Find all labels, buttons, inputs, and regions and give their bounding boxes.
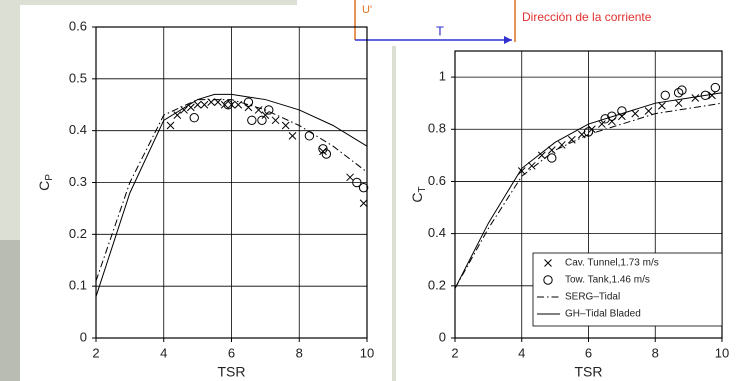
left-panel — [20, 5, 392, 381]
y-tick-label: 0.2 — [428, 277, 446, 292]
y-tick-label: 0.5 — [69, 70, 87, 85]
flow-label: Dirección de la corriente — [522, 10, 652, 24]
legend-label: GH–Tidal Bladed — [565, 309, 641, 320]
y-axis-label-main: C — [409, 192, 425, 202]
y-tick-label: 0.6 — [69, 18, 87, 33]
x-axis-label: TSR — [575, 364, 603, 380]
right-panel — [396, 45, 748, 381]
x-tick-label: 4 — [160, 345, 167, 360]
y-axis-label-main: C — [36, 181, 52, 191]
y-tick-label: 0.2 — [69, 226, 87, 241]
thrust-label: T — [436, 23, 444, 38]
x-tick-label: 10 — [360, 345, 374, 360]
legend-label: Cav. Tunnel,1.73 m/s — [565, 258, 659, 269]
x-tick-label: 2 — [451, 345, 458, 360]
y-tick-label: 0 — [80, 329, 87, 344]
x-tick-label: 8 — [652, 345, 659, 360]
x-tick-label: 2 — [92, 345, 99, 360]
y-tick-label: 0.1 — [69, 278, 87, 293]
x-tick-label: 4 — [518, 345, 525, 360]
y-tick-label: 0.4 — [428, 225, 446, 240]
y-tick-label: 1 — [439, 69, 446, 84]
y-tick-label: 0.8 — [428, 121, 446, 136]
legend-label: Tow. Tank,1.46 m/s — [565, 275, 650, 286]
y-tick-label: 0.3 — [69, 174, 87, 189]
x-tick-label: 6 — [585, 345, 592, 360]
y-tick-label: 0.4 — [69, 122, 87, 137]
x-tick-label: 6 — [228, 345, 235, 360]
page: U' T Dirección de la corriente 0 0.1 0.2 0.… — [0, 0, 748, 381]
velocity-label: U' — [362, 4, 372, 16]
x-tick-label: 10 — [715, 345, 729, 360]
y-tick-label: 0 — [439, 329, 446, 344]
y-axis-label-sub: P — [44, 174, 55, 181]
x-tick-label: 8 — [296, 345, 303, 360]
y-tick-label: 0.6 — [428, 173, 446, 188]
x-axis-label: TSR — [218, 364, 246, 380]
background-patch — [0, 240, 20, 381]
y-axis-label-sub: T — [417, 186, 428, 192]
legend-label: SERG–Tidal — [565, 292, 620, 303]
